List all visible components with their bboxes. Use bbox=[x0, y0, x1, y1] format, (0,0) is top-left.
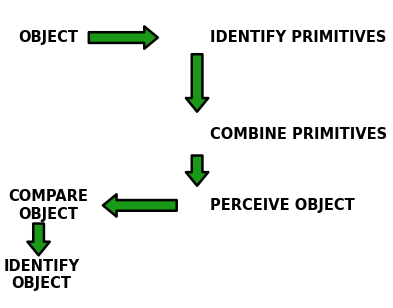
Text: COMPARE
OBJECT: COMPARE OBJECT bbox=[8, 189, 88, 222]
Text: COMBINE PRIMITIVES: COMBINE PRIMITIVES bbox=[209, 127, 387, 142]
Text: PERCEIVE OBJECT: PERCEIVE OBJECT bbox=[209, 198, 354, 213]
Text: OBJECT: OBJECT bbox=[18, 30, 78, 45]
Text: IDENTIFY
OBJECT: IDENTIFY OBJECT bbox=[4, 259, 80, 291]
Text: IDENTIFY PRIMITIVES: IDENTIFY PRIMITIVES bbox=[209, 30, 386, 45]
